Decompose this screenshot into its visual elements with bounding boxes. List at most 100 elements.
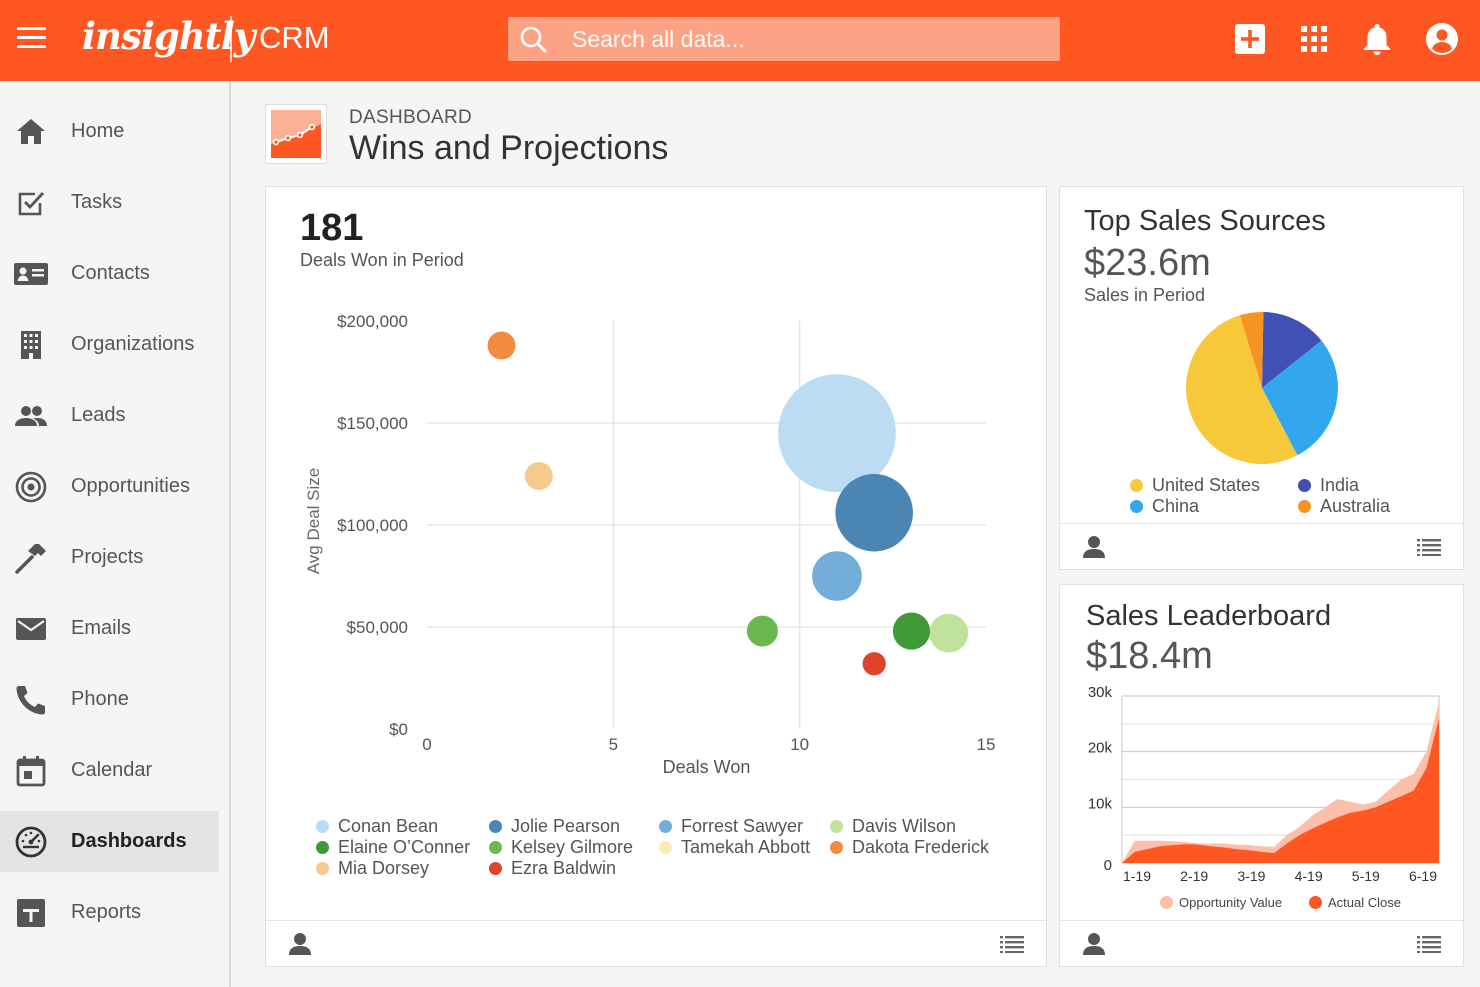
legend-item[interactable]: Tamekah Abbott <box>659 837 810 858</box>
sidebar-item-organizations[interactable]: Organizations <box>0 314 219 375</box>
x-axis-label: Deals Won <box>663 757 751 777</box>
y-tick-label: $50,000 <box>347 618 408 637</box>
legend-item[interactable]: Dakota Frederick <box>830 837 989 858</box>
legend-item[interactable]: China <box>1130 496 1199 517</box>
account-icon[interactable] <box>1424 21 1460 57</box>
legend-dot <box>316 862 329 875</box>
x-tick-label: 10 <box>790 735 809 754</box>
legend-dot <box>1298 479 1311 492</box>
legend-item[interactable]: Opportunity Value <box>1160 895 1282 910</box>
dashboard-icon <box>265 104 327 164</box>
menu-icon[interactable] <box>17 27 46 49</box>
person-icon[interactable] <box>1081 932 1107 956</box>
x-tick-label: 5 <box>609 735 618 754</box>
page-title: Wins and Projections <box>349 129 669 167</box>
bubble-point <box>892 612 931 650</box>
legend-dot <box>1309 896 1322 909</box>
legend-dot <box>316 820 329 833</box>
leaderboard-value: $18.4m <box>1086 635 1213 677</box>
legend-label: Ezra Baldwin <box>511 858 617 878</box>
add-icon[interactable] <box>1232 21 1268 57</box>
person-icon[interactable] <box>287 932 313 956</box>
legend-dot <box>659 841 672 854</box>
x-tick-label: 1-19 <box>1123 868 1151 884</box>
sidebar-item-contacts[interactable]: Contacts <box>0 243 219 304</box>
legend-label: Actual Close <box>1328 895 1401 910</box>
apps-grid-icon[interactable] <box>1296 21 1332 57</box>
sidebar-item-label: Dashboards <box>71 830 187 852</box>
sidebar-item-label: Opportunities <box>71 475 190 497</box>
person-icon[interactable] <box>1081 535 1107 559</box>
sidebar-item-label: Tasks <box>71 191 123 213</box>
calendar-icon <box>16 756 46 787</box>
legend-item[interactable]: Elaine O’Conner <box>316 837 470 858</box>
list-icon[interactable] <box>1417 935 1441 953</box>
y-tick-label: $150,000 <box>337 414 408 433</box>
sidebar-item-label: Emails <box>71 617 132 639</box>
sidebar-item-projects[interactable]: Projects <box>0 527 219 588</box>
list-icon[interactable] <box>1000 935 1024 953</box>
sidebar-item-phone[interactable]: Phone <box>0 669 219 730</box>
legend-item[interactable]: Actual Close <box>1309 895 1401 910</box>
y-tick-label: $200,000 <box>337 312 408 331</box>
sidebar: Home Tasks Contacts Organizations Leads … <box>0 81 231 987</box>
bell-icon[interactable] <box>1359 21 1395 57</box>
x-tick-label: 0 <box>422 735 431 754</box>
legend-label: Dakota Frederick <box>852 837 990 857</box>
y-tick-label: 0 <box>1104 857 1112 874</box>
contacts-icon <box>14 263 48 285</box>
bubble-point <box>746 615 778 647</box>
legend-item[interactable]: Australia <box>1298 496 1390 517</box>
sources-value: $23.6m <box>1084 242 1211 284</box>
legend-item[interactable]: Ezra Baldwin <box>489 858 616 879</box>
sidebar-item-opportunities[interactable]: Opportunities <box>0 456 219 517</box>
sidebar-item-label: Home <box>71 120 125 142</box>
legend-item[interactable]: Mia Dorsey <box>316 858 429 879</box>
legend-item[interactable]: United States <box>1130 475 1260 496</box>
search-input[interactable] <box>572 17 1052 61</box>
list-icon[interactable] <box>1417 538 1441 556</box>
legend-dot <box>830 820 843 833</box>
leads-icon <box>15 406 47 426</box>
bubble-point <box>929 613 969 653</box>
sidebar-item-emails[interactable]: Emails <box>0 598 219 659</box>
x-tick-label: 4-19 <box>1295 868 1323 884</box>
y-tick-label: $100,000 <box>337 516 408 535</box>
legend-label: United States <box>1152 475 1261 495</box>
legend-dot <box>1298 500 1311 513</box>
top-sales-sources-card: Top Sales Sources $23.6m Sales in Period… <box>1059 186 1464 570</box>
legend-dot <box>1130 500 1143 513</box>
sidebar-item-leads[interactable]: Leads <box>0 385 219 446</box>
sidebar-item-calendar[interactable]: Calendar <box>0 740 219 801</box>
legend-item[interactable]: India <box>1298 475 1359 496</box>
area-series <box>1122 718 1439 863</box>
x-tick-label: 2-19 <box>1180 868 1208 884</box>
x-tick-label: 5-19 <box>1352 868 1380 884</box>
legend-label: Conan Bean <box>338 816 439 836</box>
legend-item[interactable]: Conan Bean <box>316 816 438 837</box>
legend-label: Jolie Pearson <box>511 816 621 836</box>
legend-label: Forrest Sawyer <box>681 816 804 836</box>
legend-item[interactable]: Kelsey Gilmore <box>489 837 633 858</box>
sidebar-item-dashboards[interactable]: Dashboards <box>0 811 219 872</box>
legend-label: China <box>1152 496 1200 516</box>
sidebar-item-label: Projects <box>71 546 144 568</box>
legend-item[interactable]: Jolie Pearson <box>489 816 620 837</box>
sidebar-item-tasks[interactable]: Tasks <box>0 172 219 233</box>
home-icon <box>17 119 45 144</box>
legend-dot <box>830 841 843 854</box>
legend-item[interactable]: Davis Wilson <box>830 816 956 837</box>
legend-label: Tamekah Abbott <box>681 837 811 857</box>
legend-label: Australia <box>1320 496 1391 516</box>
sidebar-item-home[interactable]: Home <box>0 101 219 162</box>
deals-won-card: 181 Deals Won in Period $0 $50,000 $100,00… <box>265 186 1047 967</box>
app-logo[interactable]: insightly <box>82 14 255 58</box>
legend-item[interactable]: Forrest Sawyer <box>659 816 803 837</box>
legend-label: Mia Dorsey <box>338 858 430 878</box>
bubble-point <box>487 331 516 360</box>
x-tick-label: 15 <box>977 735 996 754</box>
logo-divider <box>230 16 232 62</box>
search-box[interactable] <box>508 17 1060 61</box>
sidebar-item-reports[interactable]: Reports <box>0 882 219 943</box>
y-tick-label: 10k <box>1088 795 1113 812</box>
